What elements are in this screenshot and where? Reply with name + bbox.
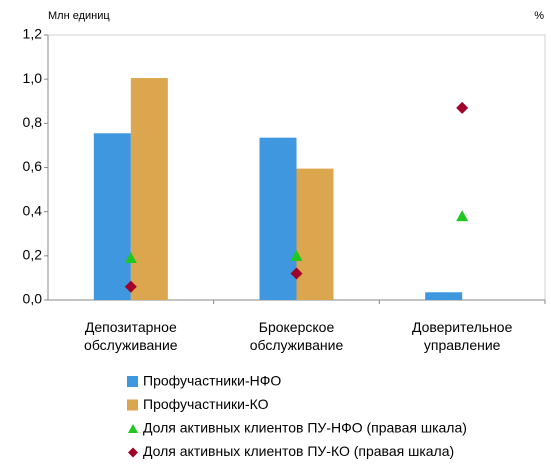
legend-marker [128,447,138,458]
bar [259,137,297,300]
y-tick-label: 0,0 [23,291,43,307]
x-tick-label: Доверительное управление [412,319,513,353]
marker [290,249,303,261]
y-tick-label: 1,2 [23,26,43,42]
x-tick-label: Брокерское обслуживание [250,319,344,353]
x-tick-label: Депозитарное обслуживание [84,319,178,353]
legend-label: Профучастники-НФО [143,373,281,389]
y-tick-label: 0,6 [23,158,43,174]
bar [130,78,168,300]
marker [456,210,469,222]
bar [93,133,131,300]
y-axis-label: Млн единиц [48,10,110,22]
legend-label: Профучастники-КО [143,396,269,412]
marker [124,280,137,293]
legend-swatch [127,376,138,387]
marker [290,267,303,280]
y-tick-label: 0,8 [23,114,43,130]
y-tick-label: 0,2 [23,247,43,263]
y2-axis-label: % [534,10,544,22]
legend-label: Доля активных клиентов ПУ-НФО (правая шк… [143,420,467,436]
legend-swatch [127,399,138,411]
bar [296,168,334,300]
legend-marker [128,424,138,433]
marker [456,101,469,114]
marker [124,252,137,264]
y-tick-label: 0,4 [23,202,43,218]
bar [425,292,463,300]
y-tick-label: 1,0 [23,70,43,86]
legend-label: Доля активных клиентов ПУ-КО (правая шка… [143,443,454,459]
